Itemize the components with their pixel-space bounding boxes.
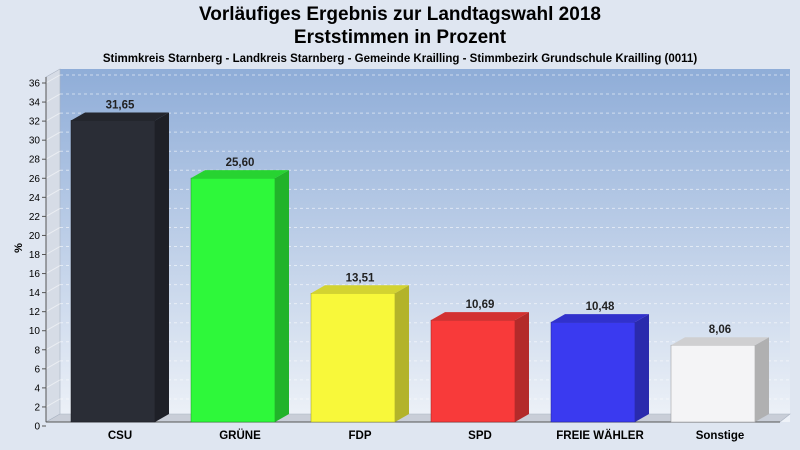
grid-line-wall [45, 360, 61, 370]
y-tick-label: 26 [29, 174, 41, 185]
grid-line-wall [45, 188, 61, 198]
grid-line-wall [45, 246, 61, 255]
bar-side [635, 314, 649, 422]
y-tick-label: 30 [29, 136, 41, 147]
plot-side-wall [45, 68, 61, 423]
bar-front [670, 344, 756, 423]
grid-line-wall [45, 227, 61, 236]
bar-value-label: 10,69 [466, 299, 495, 311]
bar-front [430, 319, 516, 423]
y-tick-label: 28 [29, 155, 41, 166]
grid-line-wall [45, 207, 61, 217]
grid-line-wall [45, 398, 61, 408]
grid-line-wall [45, 74, 61, 84]
bar-front [190, 177, 276, 423]
chart-subtitle-line: Erststimmen in Prozent [293, 27, 507, 48]
x-category-label: FDP [349, 430, 372, 442]
bar-value-label: 8,06 [709, 324, 731, 336]
x-category-label: CSU [108, 430, 132, 442]
y-tick-label: 16 [29, 269, 41, 280]
y-tick-label: 22 [29, 212, 41, 223]
x-category-label: SPD [468, 430, 492, 442]
y-tick-label: 10 [29, 326, 41, 337]
grid-line-wall [45, 93, 61, 103]
x-category-label: GRÜNE [219, 429, 261, 442]
y-tick-label: 14 [29, 288, 41, 299]
y-tick-label: 8 [34, 345, 40, 356]
chart-subtitle: Stimmkreis Starnberg - Landkreis Starnbe… [102, 53, 698, 65]
grid-line-wall [45, 284, 61, 294]
y-tick-label: 4 [34, 383, 40, 394]
y-tick-label: 36 [29, 79, 41, 90]
bar-front [70, 120, 156, 423]
y-tick-label: 2 [34, 402, 40, 413]
y-tick-label: 32 [29, 117, 41, 128]
grid-line-wall [45, 322, 61, 332]
bar-side [155, 112, 169, 422]
bar [670, 337, 769, 423]
y-tick-label: 12 [29, 307, 41, 318]
bar-side [515, 312, 529, 422]
bar-front [550, 321, 636, 423]
bar-side [275, 170, 289, 422]
chart-title: Vorläufiges Ergebnis zur Landtagswahl 20… [199, 4, 601, 25]
bar-value-label: 31,65 [106, 99, 135, 111]
bar-value-label: 10,48 [586, 301, 615, 313]
bar [550, 314, 649, 423]
bar [430, 312, 529, 423]
y-tick-label: 6 [34, 364, 40, 375]
bar-top [671, 337, 769, 346]
bar-front [310, 293, 396, 423]
plot-background [60, 69, 790, 422]
bar [70, 112, 169, 423]
y-axis-label: % [13, 243, 25, 253]
bar-side [755, 337, 769, 422]
grid-line-wall [45, 169, 61, 179]
bar-top [551, 314, 649, 323]
y-tick-label: 18 [29, 250, 41, 261]
x-category-label: FREIE WÄHLER [556, 429, 644, 442]
bar-top [191, 170, 289, 179]
bar [190, 170, 289, 423]
grid-line-wall [45, 150, 61, 160]
bar-value-label: 25,60 [226, 157, 255, 169]
bar-top [311, 285, 409, 294]
bar-value-label: 13,51 [346, 272, 375, 284]
bar-top [71, 112, 169, 121]
grid-line-wall [45, 112, 61, 122]
x-category-label: Sonstige [696, 430, 745, 442]
bar [310, 285, 409, 423]
grid-line-wall [45, 131, 61, 141]
bar-top [431, 312, 529, 321]
y-tick-label: 34 [29, 98, 41, 109]
grid-line-wall [45, 379, 61, 389]
bar-side [395, 285, 409, 422]
grid-line-wall [45, 341, 61, 351]
grid-line-wall [45, 265, 61, 274]
grid-line-wall [45, 303, 61, 313]
y-tick-label: 0 [34, 422, 40, 433]
y-tick-label: 20 [29, 231, 41, 242]
y-tick-label: 24 [29, 193, 41, 204]
